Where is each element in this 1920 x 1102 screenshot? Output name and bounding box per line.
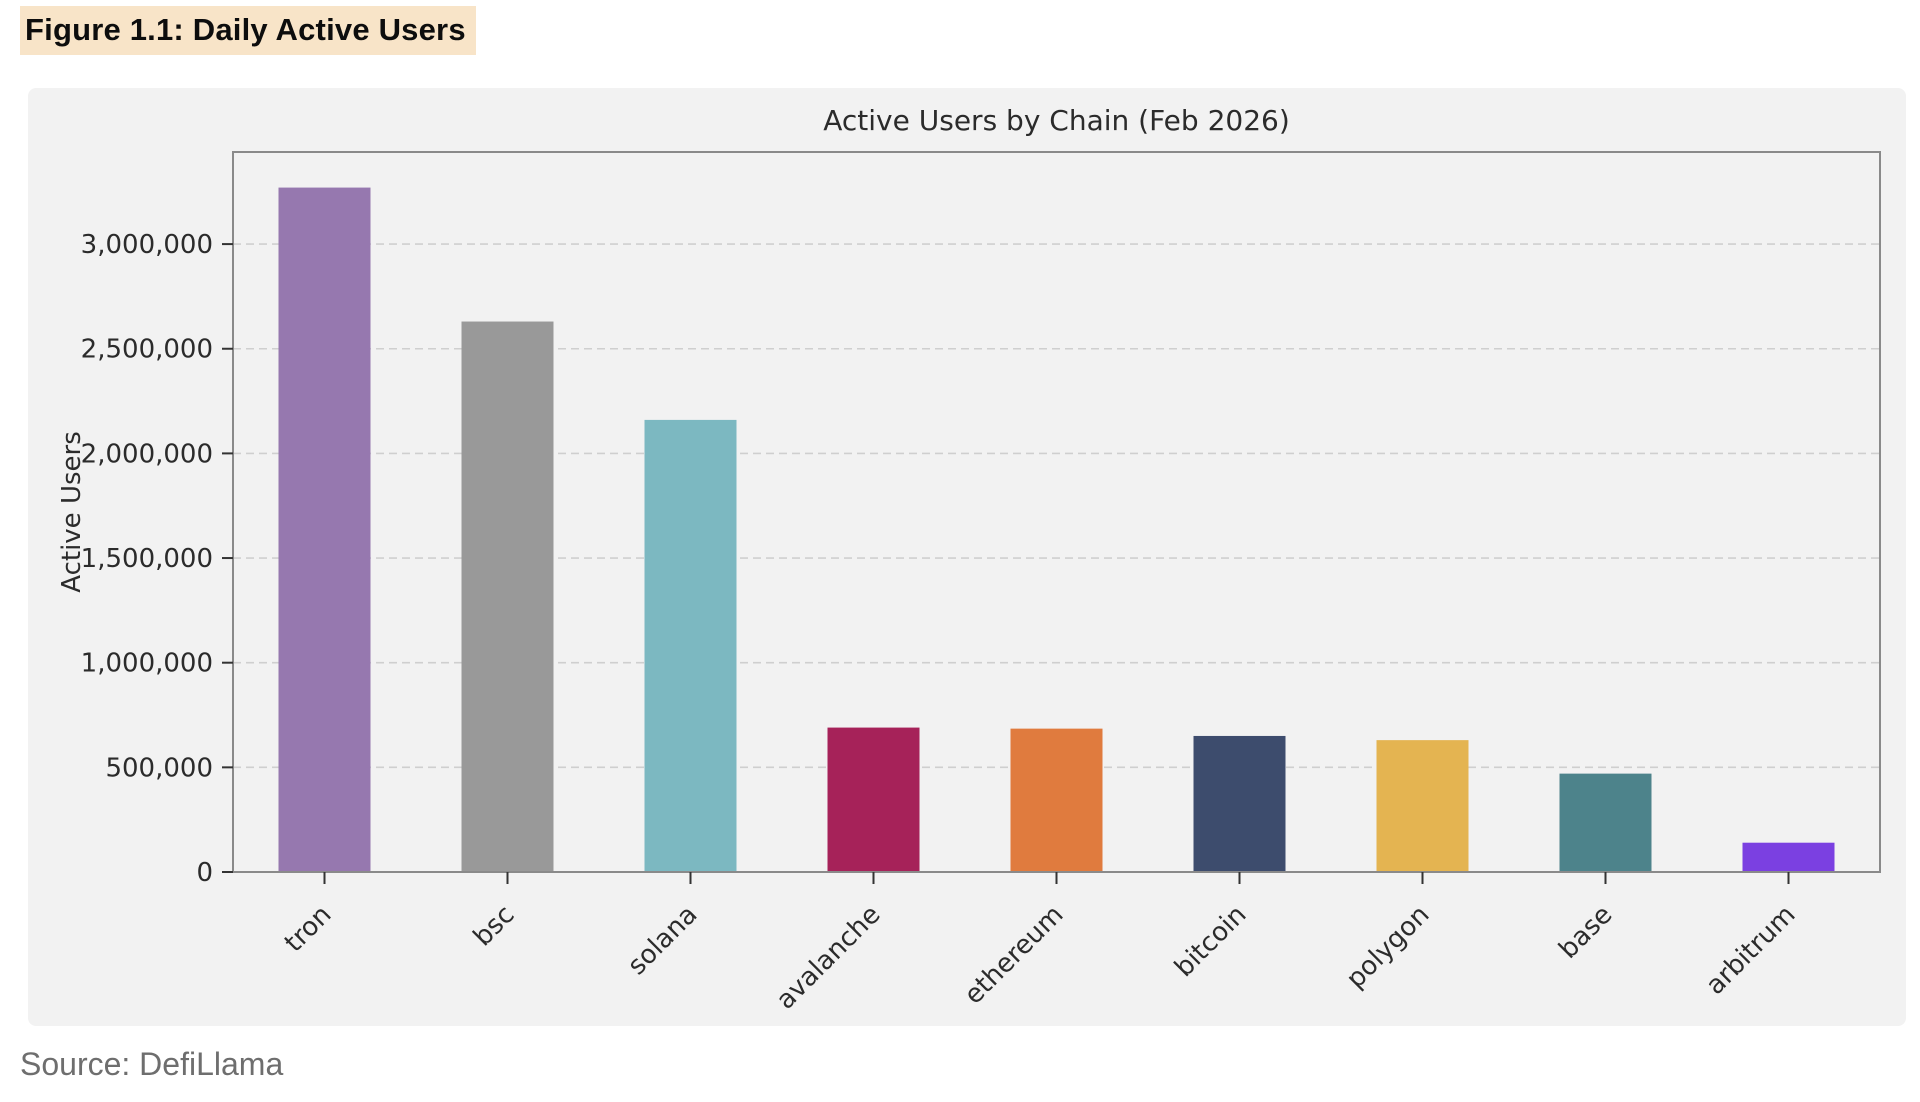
bar-tron	[278, 187, 371, 872]
bar-avalanche	[827, 727, 920, 872]
x-tick-label-polygon: polygon	[1341, 900, 1436, 995]
bar-bsc	[461, 321, 554, 872]
x-tick-label-bitcoin: bitcoin	[1169, 900, 1252, 983]
y-tick-label: 2,500,000	[81, 335, 213, 365]
y-tick-label: 500,000	[105, 753, 213, 783]
y-tick-label: 1,000,000	[81, 649, 213, 679]
bar-arbitrum	[1742, 842, 1835, 872]
x-tick-label-solana: solana	[622, 900, 703, 981]
bar-solana	[644, 419, 737, 872]
x-tick-label-tron: tron	[279, 900, 337, 958]
chart-title: Active Users by Chain (Feb 2026)	[823, 104, 1290, 137]
x-tick-label-arbitrum: arbitrum	[1700, 900, 1801, 1001]
x-tick-label-base: base	[1553, 900, 1618, 965]
bar-polygon	[1376, 740, 1469, 872]
bar-base	[1559, 773, 1652, 872]
y-tick-label: 1,500,000	[81, 544, 213, 574]
y-axis-label: Active Users	[57, 431, 87, 593]
bar-chart: 0 500,000 1,000,000 1,500,000 2,000,000 2,500…	[57, 104, 1881, 1016]
figure-title-highlight: Figure 1.1: Daily Active Users	[20, 6, 476, 55]
x-tick-label-bsc: bsc	[468, 900, 521, 953]
source-caption: Source: DefiLlama	[20, 1046, 284, 1082]
y-tick-label: 2,000,000	[81, 439, 213, 469]
bar-ethereum	[1010, 728, 1103, 872]
x-tick-label-avalanche: avalanche	[771, 900, 887, 1016]
x-tick-label-ethereum: ethereum	[959, 900, 1070, 1011]
y-tick-label: 0	[196, 858, 213, 888]
figure-title: Figure 1.1: Daily Active Users	[20, 6, 476, 55]
y-tick-label: 3,000,000	[81, 230, 213, 260]
chart-panel: 0 500,000 1,000,000 1,500,000 2,000,000 2,500…	[28, 88, 1906, 1026]
bar-bitcoin	[1193, 735, 1286, 872]
